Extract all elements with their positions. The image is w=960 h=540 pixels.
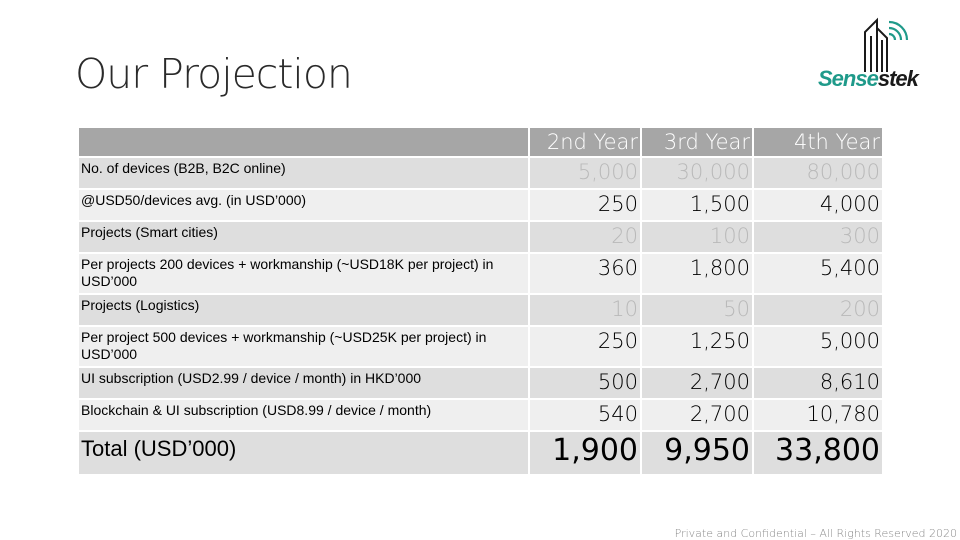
cell-value: 8,610 — [752, 366, 884, 400]
cell-value: 5,400 — [752, 252, 884, 295]
cell-value: 250 — [528, 325, 642, 368]
row-label: Projects (Logistics) — [77, 293, 530, 327]
row-label: Per projects 200 devices + workmanship (… — [77, 252, 530, 295]
total-label: Total (USD’000) — [77, 430, 530, 476]
row-label: Projects (Smart cities) — [77, 220, 530, 254]
cell-value: 1,500 — [640, 188, 754, 222]
cell-value: 500 — [528, 366, 642, 400]
total-value: 9,950 — [640, 430, 754, 476]
cell-value: 80,000 — [752, 156, 884, 190]
table-row: Per project 500 devices + workmanship (~… — [77, 325, 884, 368]
header-year-2: 2nd Year — [528, 126, 642, 158]
total-value: 1,900 — [528, 430, 642, 476]
total-value: 33,800 — [752, 430, 884, 476]
header-year-4: 4th Year — [752, 126, 884, 158]
table-row: Projects (Smart cities) 20 100 300 — [77, 220, 884, 254]
cell-value: 250 — [528, 188, 642, 222]
cell-value: 5,000 — [752, 325, 884, 368]
cell-value: 30,000 — [640, 156, 754, 190]
company-logo — [864, 17, 909, 72]
header-year-3: 3rd Year — [640, 126, 754, 158]
cell-value: 2,700 — [640, 366, 754, 400]
projection-table: 2nd Year 3rd Year 4th Year No. of device… — [77, 126, 884, 476]
cell-value: 360 — [528, 252, 642, 295]
cell-value: 2,700 — [640, 398, 754, 432]
cell-value: 10 — [528, 293, 642, 327]
cell-value: 1,250 — [640, 325, 754, 368]
table-row: Per projects 200 devices + workmanship (… — [77, 252, 884, 295]
cell-value: 300 — [752, 220, 884, 254]
cell-value: 1,800 — [640, 252, 754, 295]
logo-wordmark: Sensestek — [818, 66, 919, 91]
table-header-row: 2nd Year 3rd Year 4th Year — [77, 126, 884, 158]
row-label: No. of devices (B2B, B2C online) — [77, 156, 530, 190]
row-label: Blockchain & UI subscription (USD8.99 / … — [77, 398, 530, 432]
row-label: UI subscription (USD2.99 / device / mont… — [77, 366, 530, 400]
cell-value: 20 — [528, 220, 642, 254]
row-label: @USD50/devices avg. (in USD’000) — [77, 188, 530, 222]
header-cell-empty — [77, 126, 530, 158]
footer-note: Private and Confidential – All Rights Re… — [674, 527, 957, 540]
table-row: Blockchain & UI subscription (USD8.99 / … — [77, 398, 884, 432]
cell-value: 4,000 — [752, 188, 884, 222]
table-row: UI subscription (USD2.99 / device / mont… — [77, 366, 884, 400]
table-row: @USD50/devices avg. (in USD’000) 250 1,5… — [77, 188, 884, 222]
page-title: Our Projection — [75, 50, 353, 98]
cell-value: 10,780 — [752, 398, 884, 432]
row-label: Per project 500 devices + workmanship (~… — [77, 325, 530, 368]
cell-value: 50 — [640, 293, 754, 327]
table-row: Projects (Logistics) 10 50 200 — [77, 293, 884, 327]
table-row: No. of devices (B2B, B2C online) 5,000 3… — [77, 156, 884, 190]
cell-value: 5,000 — [528, 156, 642, 190]
total-row: Total (USD’000) 1,900 9,950 33,800 — [77, 430, 884, 476]
cell-value: 100 — [640, 220, 754, 254]
cell-value: 200 — [752, 293, 884, 327]
cell-value: 540 — [528, 398, 642, 432]
